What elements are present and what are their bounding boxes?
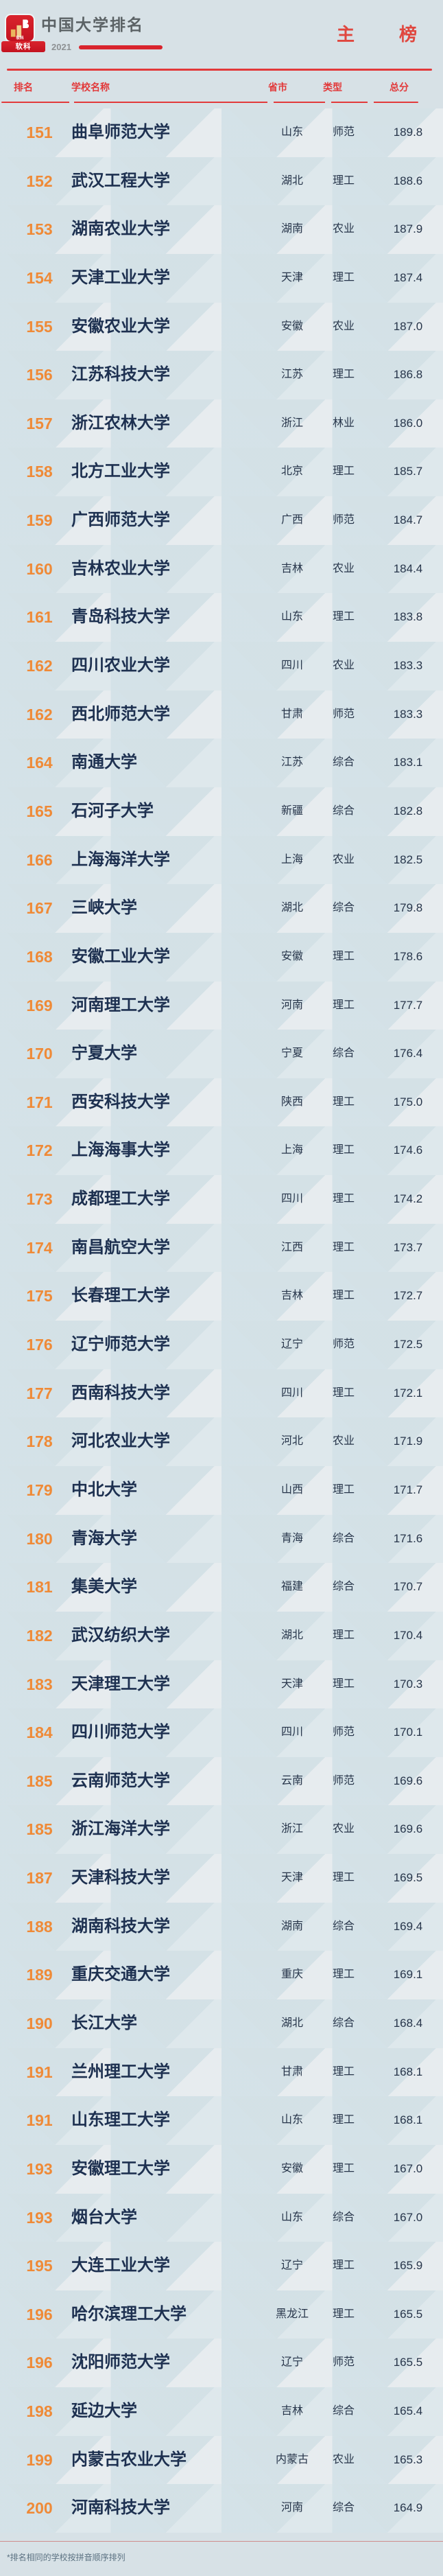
svg-text:软科: 软科 bbox=[16, 35, 24, 40]
